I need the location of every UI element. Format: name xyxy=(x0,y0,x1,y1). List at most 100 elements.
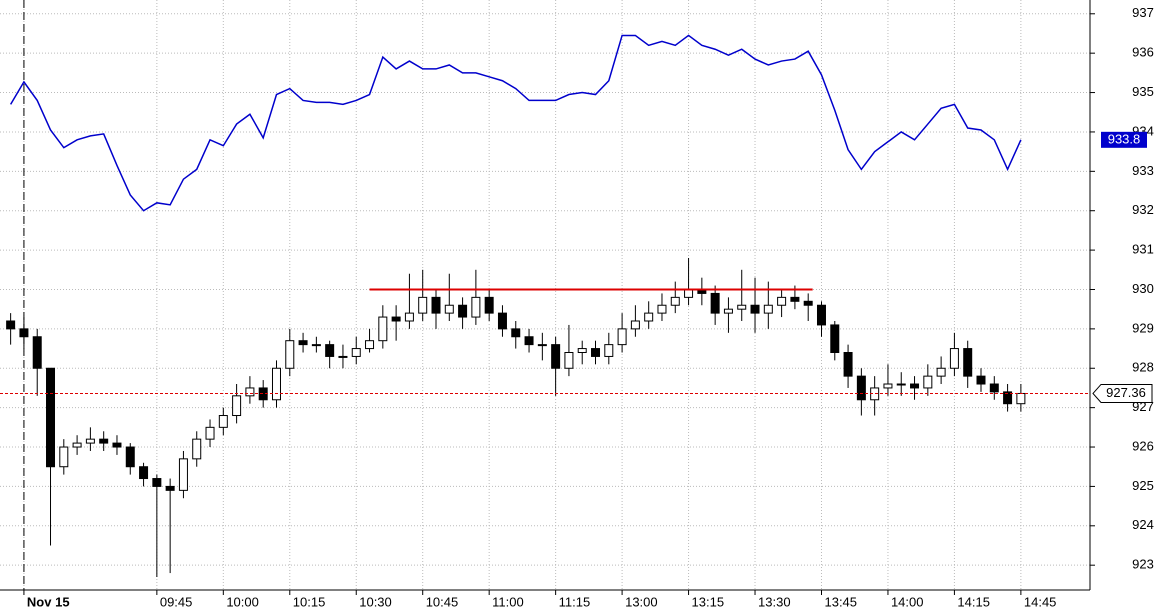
candle-body xyxy=(378,316,388,342)
y-tick-label: 928 xyxy=(1132,360,1154,375)
x-tick-label: 10:30 xyxy=(359,594,392,609)
candle-body xyxy=(139,466,149,480)
candle-body xyxy=(830,324,840,354)
last-price-box xyxy=(1092,383,1153,403)
y-tick-label: 937 xyxy=(1132,5,1154,20)
y-tick-label: 923 xyxy=(1132,557,1154,572)
candle-body xyxy=(630,320,640,330)
candle-body xyxy=(551,344,561,369)
candle-body xyxy=(763,304,773,314)
x-tick-label: 13:00 xyxy=(625,594,658,609)
candle-body xyxy=(910,383,920,389)
candle-body xyxy=(85,438,95,444)
candle-body xyxy=(325,344,335,357)
candle-body xyxy=(511,328,521,338)
candle-body xyxy=(896,383,906,386)
y-tick-label: 935 xyxy=(1132,84,1154,99)
x-tick-label: 11:15 xyxy=(559,594,591,609)
candle-body xyxy=(936,367,946,377)
candle-body xyxy=(816,304,826,326)
candle-body xyxy=(856,375,866,401)
candle-body xyxy=(790,296,800,302)
candle-body xyxy=(497,312,507,330)
x-tick-label: 10:45 xyxy=(426,594,459,609)
candle-body xyxy=(338,355,348,358)
candle-body xyxy=(285,340,295,369)
candle-body xyxy=(777,296,787,306)
candle-body xyxy=(989,383,999,393)
candle-body xyxy=(125,446,135,468)
candle-body xyxy=(391,316,401,322)
x-tick-label: 09:45 xyxy=(160,594,193,609)
candle-body xyxy=(617,328,627,346)
candle-body xyxy=(59,446,69,468)
candle-body xyxy=(232,395,242,417)
candle-body xyxy=(750,304,760,314)
candle-body xyxy=(471,296,481,318)
x-tick-label: 13:45 xyxy=(824,594,857,609)
candle-body xyxy=(46,367,56,468)
candle-body xyxy=(32,336,42,369)
candle-body xyxy=(271,367,281,401)
candle-body xyxy=(723,308,733,314)
x-tick-label: Nov 15 xyxy=(27,594,70,609)
y-tick-label: 931 xyxy=(1132,242,1154,257)
candle-body xyxy=(6,320,16,330)
x-tick-label: 14:45 xyxy=(1024,594,1057,609)
candle-body xyxy=(976,375,986,385)
last-value-label: 933.8 xyxy=(1108,131,1141,146)
candle-body xyxy=(591,348,601,357)
price-line xyxy=(9,34,1022,212)
candle-body xyxy=(365,340,375,350)
candle-body xyxy=(577,348,587,354)
x-tick-label: 13:30 xyxy=(758,594,791,609)
candle-body xyxy=(843,352,853,377)
y-tick-label: 924 xyxy=(1132,517,1154,532)
candle-body xyxy=(923,375,933,389)
x-tick-label: 14:00 xyxy=(891,594,924,609)
candle-body xyxy=(99,438,109,444)
candle-body xyxy=(484,296,494,314)
candle-body xyxy=(178,458,188,491)
candle-body xyxy=(112,442,122,448)
candle-body xyxy=(444,304,454,314)
last-price-label: 927.36 xyxy=(1106,385,1146,400)
candle-body xyxy=(949,348,959,369)
candle-body xyxy=(245,387,255,397)
candle-body xyxy=(537,344,547,347)
candle-body xyxy=(431,296,441,314)
candle-body xyxy=(1003,391,1013,405)
candle-body xyxy=(418,296,428,314)
candle-body xyxy=(883,383,893,389)
x-tick-label: 14:15 xyxy=(957,594,990,609)
candle-body xyxy=(218,415,228,428)
y-tick-label: 930 xyxy=(1132,281,1154,296)
candle-body xyxy=(657,304,667,314)
y-tick-label: 932 xyxy=(1132,202,1154,217)
candle-body xyxy=(298,340,308,346)
candle-body xyxy=(604,344,614,357)
candle-body xyxy=(710,292,720,314)
candle-body xyxy=(737,304,747,310)
candle-body xyxy=(19,328,29,338)
candle-body xyxy=(564,352,574,369)
x-tick-label: 10:00 xyxy=(226,594,259,609)
y-tick-label: 936 xyxy=(1132,45,1154,60)
last-value-box xyxy=(1101,131,1147,148)
candle-body xyxy=(205,426,215,440)
candle-body xyxy=(1016,392,1026,405)
candle-body xyxy=(684,288,694,298)
candle-body xyxy=(803,300,813,306)
candle-body xyxy=(72,442,82,448)
candle-body xyxy=(165,485,175,491)
y-tick-label: 926 xyxy=(1132,438,1154,453)
candle-body xyxy=(670,296,680,306)
candle-body xyxy=(963,348,973,377)
candle-body xyxy=(644,312,654,322)
y-tick-label: 925 xyxy=(1132,478,1154,493)
candle-body xyxy=(404,312,414,322)
candle-body xyxy=(311,344,321,347)
candle-body xyxy=(524,336,534,346)
y-tick-label: 929 xyxy=(1132,320,1154,335)
